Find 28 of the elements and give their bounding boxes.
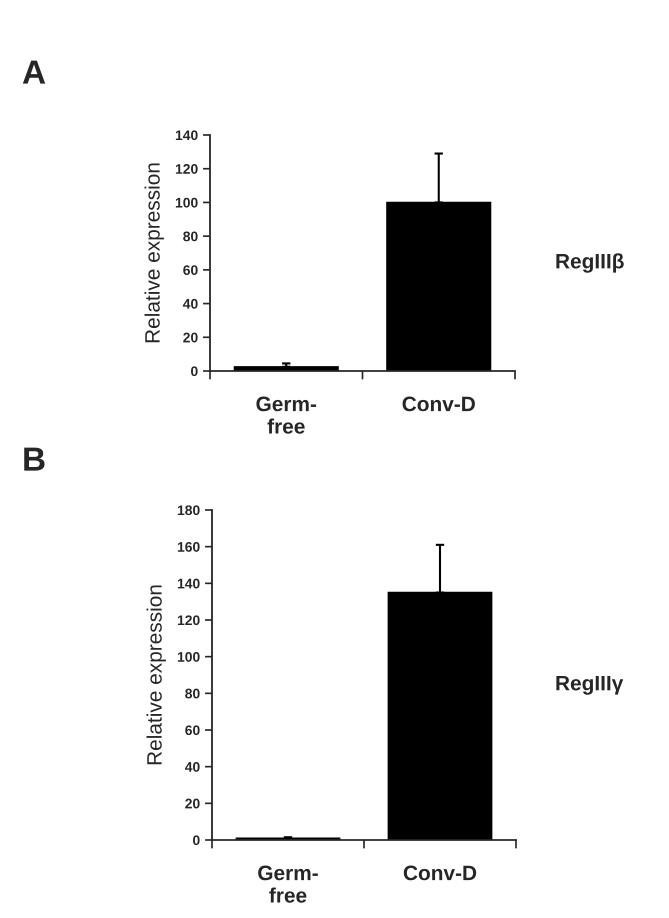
y-tick-label: 60 xyxy=(183,265,198,276)
x-tick-label: Germ- free xyxy=(256,396,316,434)
y-tick-label: 120 xyxy=(178,615,200,626)
y-tick-label: 140 xyxy=(178,578,200,589)
chart-title: B xyxy=(24,448,45,471)
y-tick-label: 40 xyxy=(184,762,200,772)
x-tick-label: Germ- free xyxy=(258,866,318,903)
y-tick-label: 20 xyxy=(185,798,200,809)
y-axis-title: Relative expression xyxy=(146,585,166,764)
y-tick-label: 0 xyxy=(193,835,200,846)
x-tick-label: Conv-D xyxy=(402,396,475,412)
y-tick-label: 140 xyxy=(176,130,198,140)
y-tick-label: 20 xyxy=(183,332,198,342)
y-tick-label: 120 xyxy=(176,164,198,174)
x-tick-label: Conv-D xyxy=(404,866,476,880)
y-tick-label: 40 xyxy=(182,298,198,309)
chart-title: A xyxy=(22,60,46,84)
text: RegIIIγ xyxy=(556,676,624,695)
y-tick-label: 100 xyxy=(178,652,200,662)
text: RegIIIβ xyxy=(556,253,624,273)
y-tick-label: 0 xyxy=(191,366,198,376)
y-tick-label: 60 xyxy=(185,725,200,736)
y-tick-label: 80 xyxy=(183,231,198,242)
y-tick-label: 100 xyxy=(176,198,198,208)
y-tick-label: 180 xyxy=(178,505,200,516)
y-tick-label: 160 xyxy=(178,542,200,552)
y-tick-label: 80 xyxy=(185,688,200,699)
y-axis-title: Relative expression xyxy=(144,163,164,342)
